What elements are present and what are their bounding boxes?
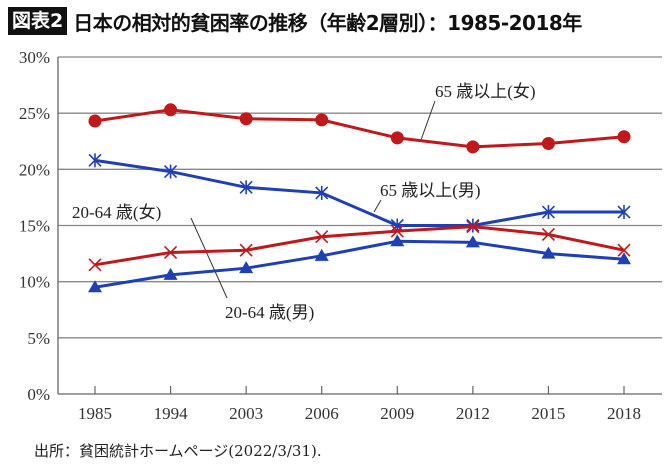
data-point-x bbox=[315, 230, 329, 244]
data-point-triangle bbox=[88, 280, 102, 293]
title-row: 図表2 日本の相対的貧困率の推移（年齢2層別）：1985-2018年 bbox=[8, 6, 582, 36]
data-point-triangle bbox=[465, 235, 480, 248]
y-tick-label: 25% bbox=[19, 104, 50, 123]
x-tick-label: 2009 bbox=[380, 404, 414, 423]
data-point-asterisk bbox=[541, 205, 555, 220]
data-point-x bbox=[164, 245, 178, 260]
series-label: 20-64 歳(女) bbox=[72, 203, 161, 222]
y-tick-label: 20% bbox=[19, 160, 50, 179]
series-label: 20-64 歳(男) bbox=[225, 303, 314, 322]
data-point-triangle bbox=[390, 234, 405, 247]
data-point-circle bbox=[88, 114, 102, 128]
chart-title: 日本の相対的貧困率の推移（年齢2層別）：1985-2018年 bbox=[73, 10, 582, 35]
series-line bbox=[94, 158, 624, 227]
data-point-x bbox=[466, 220, 480, 234]
data-point-asterisk bbox=[315, 185, 329, 200]
label-leader-line bbox=[420, 100, 436, 141]
x-tick-label: 1985 bbox=[78, 404, 112, 423]
x-tick-label: 2012 bbox=[456, 404, 490, 423]
series-line bbox=[94, 225, 625, 267]
data-point-circle bbox=[541, 136, 555, 150]
series-label: 65 歳以上(女) bbox=[435, 82, 536, 101]
data-point-circle bbox=[315, 113, 329, 127]
x-tick-label: 2006 bbox=[305, 404, 339, 423]
y-tick-label: 10% bbox=[19, 273, 50, 292]
data-point-triangle bbox=[541, 246, 556, 259]
data-point-triangle bbox=[239, 261, 254, 274]
source-note: 出所：貧困統計ホームページ(2022/3/31). bbox=[34, 442, 322, 460]
data-point-circle bbox=[617, 130, 631, 144]
data-point-circle bbox=[164, 103, 178, 117]
data-point-x bbox=[88, 258, 102, 272]
figure-badge: 図表2 bbox=[8, 7, 68, 35]
x-tick-label: 2003 bbox=[229, 404, 263, 423]
y-tick-label: 0% bbox=[27, 385, 50, 404]
data-point-x bbox=[239, 243, 253, 257]
data-point-x bbox=[390, 224, 404, 238]
x-tick-label: 2018 bbox=[607, 404, 641, 423]
data-point-circle bbox=[390, 131, 404, 145]
y-tick-label: 30% bbox=[19, 48, 50, 67]
label-leader-line bbox=[373, 199, 382, 213]
data-point-asterisk bbox=[88, 153, 102, 168]
data-point-circle bbox=[466, 140, 480, 154]
data-point-asterisk bbox=[164, 164, 178, 179]
data-point-asterisk bbox=[617, 205, 631, 220]
data-point-circle bbox=[239, 112, 253, 126]
data-point-x bbox=[541, 227, 555, 242]
series-line bbox=[94, 108, 625, 149]
data-point-triangle bbox=[617, 252, 631, 265]
x-tick-label: 2015 bbox=[531, 404, 565, 423]
label-leader-line bbox=[190, 217, 228, 299]
x-tick-label: 1994 bbox=[154, 404, 189, 423]
data-point-triangle bbox=[163, 267, 178, 280]
series-label: 65 歳以上(男) bbox=[380, 181, 481, 200]
y-tick-label: 5% bbox=[27, 329, 50, 348]
data-point-x bbox=[617, 243, 631, 257]
data-point-triangle bbox=[314, 248, 329, 261]
series-line bbox=[94, 239, 625, 289]
y-tick-label: 15% bbox=[19, 217, 50, 236]
data-point-asterisk bbox=[239, 180, 253, 195]
